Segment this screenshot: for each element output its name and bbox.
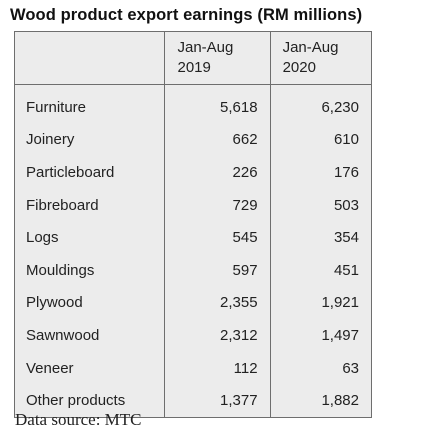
table-title: Wood product export earnings (RM million… — [10, 6, 363, 24]
data-table: Jan-Aug 2019 Jan-Aug 2020 Furniture 5,61… — [13, 31, 373, 418]
table-row: Mouldings 597 451 — [13, 253, 373, 287]
table-row: Joinery 662 610 — [13, 123, 373, 157]
table-body: Furniture 5,618 6,230 Joinery 662 610 Pa… — [13, 84, 373, 418]
table-row: Furniture 5,618 6,230 — [13, 84, 373, 124]
table-row: Particleboard 226 176 — [13, 156, 373, 189]
cell-value-2020: 610 — [269, 123, 373, 157]
column-header-line2: 2020 — [282, 59, 316, 76]
row-label: Joinery — [13, 123, 166, 157]
cell-value-2020: 451 — [269, 253, 373, 287]
cell-value-2020: 1,882 — [269, 384, 373, 418]
cell-value-2020: 6,230 — [269, 84, 373, 124]
table-row: Logs 545 354 — [13, 221, 373, 254]
cell-value-2020: 1,921 — [269, 286, 373, 320]
column-header-2019: Jan-Aug 2019 — [164, 31, 271, 85]
cell-value-2019: 1,377 — [164, 384, 271, 418]
row-label: Furniture — [13, 84, 166, 124]
row-label: Particleboard — [13, 156, 166, 189]
cell-value-2019: 662 — [164, 123, 271, 157]
row-label: Sawnwood — [13, 319, 166, 352]
cell-value-2019: 226 — [164, 156, 271, 189]
row-label: Other products — [13, 384, 166, 418]
table-row: Other products 1,377 1,882 — [13, 384, 373, 418]
table-row: Sawnwood 2,312 1,497 — [13, 319, 373, 352]
cell-value-2019: 545 — [164, 221, 271, 254]
row-label: Fibreboard — [13, 188, 166, 222]
table-row: Plywood 2,355 1,921 — [13, 286, 373, 320]
cell-value-2020: 1,497 — [269, 319, 373, 352]
cell-value-2020: 63 — [269, 351, 373, 385]
row-label: Mouldings — [13, 253, 166, 287]
row-label: Plywood — [13, 286, 166, 320]
data-table-container: Jan-Aug 2019 Jan-Aug 2020 Furniture 5,61… — [13, 31, 373, 418]
column-header-line1: Jan-Aug — [177, 39, 234, 56]
cell-value-2019: 5,618 — [164, 84, 271, 124]
header-row: Jan-Aug 2019 Jan-Aug 2020 — [13, 31, 373, 85]
row-label: Logs — [13, 221, 166, 254]
cell-value-2019: 112 — [164, 351, 271, 385]
column-header-2020: Jan-Aug 2020 — [269, 31, 373, 85]
table-row: Veneer 112 63 — [13, 351, 373, 385]
cell-value-2019: 2,312 — [164, 319, 271, 352]
cell-value-2020: 176 — [269, 156, 373, 189]
cell-value-2019: 729 — [164, 188, 271, 222]
cell-value-2020: 354 — [269, 221, 373, 254]
cell-value-2019: 2,355 — [164, 286, 271, 320]
header-empty-cell — [13, 31, 166, 85]
column-header-line2: 2019 — [177, 59, 211, 76]
data-source-note: Data source: MTC — [15, 410, 142, 429]
column-header-line1: Jan-Aug — [282, 39, 339, 56]
table-row: Fibreboard 729 503 — [13, 188, 373, 222]
cell-value-2020: 503 — [269, 188, 373, 222]
cell-value-2019: 597 — [164, 253, 271, 287]
row-label: Veneer — [13, 351, 166, 385]
